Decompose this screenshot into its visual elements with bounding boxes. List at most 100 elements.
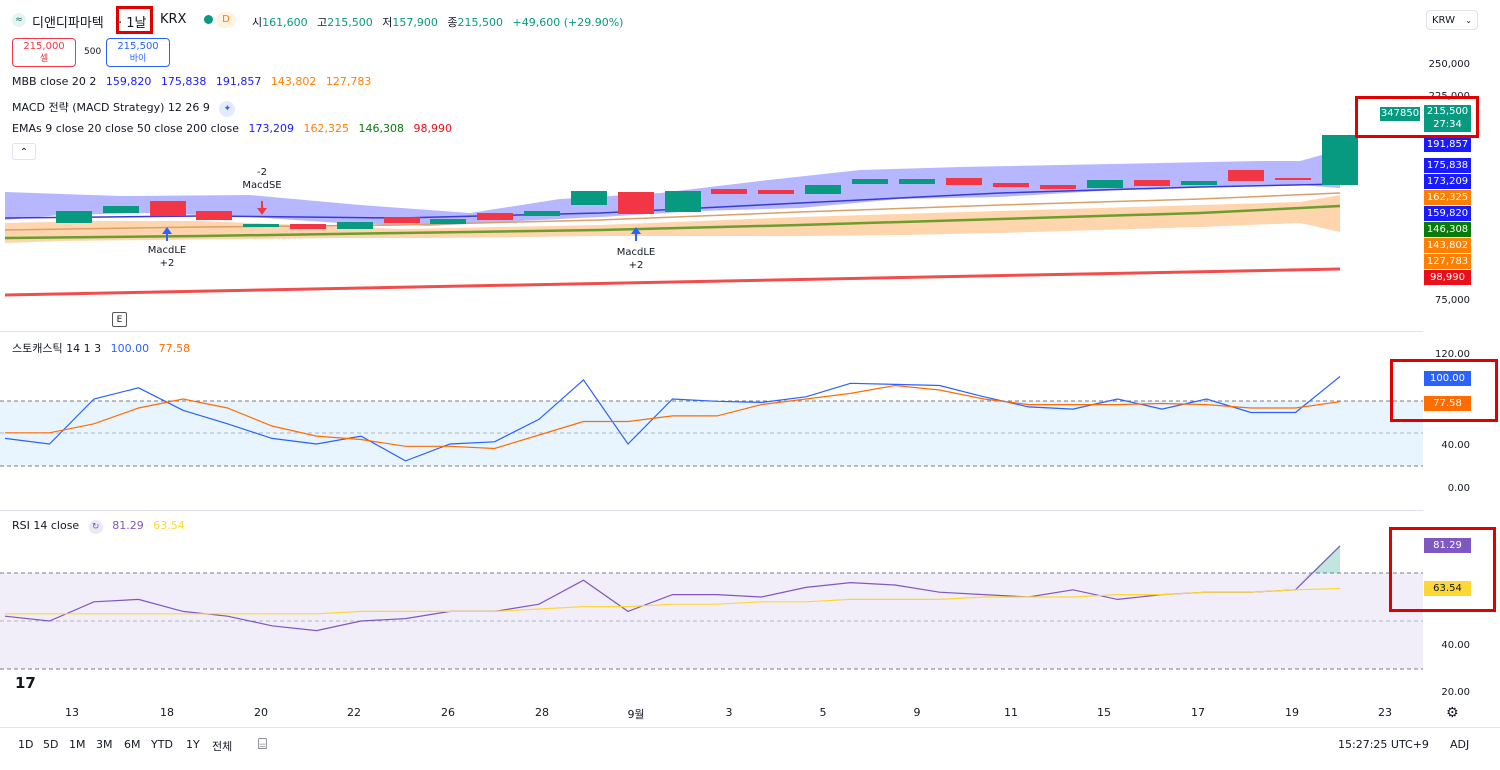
macd-le-arrow-2 <box>631 227 641 234</box>
range-all-button[interactable]: 전체 <box>212 740 233 753</box>
mbb-value-4: 143,802 <box>270 75 317 88</box>
candle <box>430 219 466 224</box>
x-axis-label: 13 <box>65 706 79 719</box>
currency-label: KRW <box>1432 15 1455 26</box>
stoch-k-tag: 100.00 <box>1424 371 1471 386</box>
macd-le-label-2: MacdLE +2 <box>616 247 656 271</box>
candle <box>618 192 654 214</box>
candle <box>243 224 279 227</box>
interval-label[interactable]: · 1날 <box>118 16 147 31</box>
mbb-value-1: 159,820 <box>105 75 152 88</box>
price-tag: 175,838 <box>1424 158 1471 173</box>
x-axis-label: 15 <box>1097 706 1111 719</box>
symbol-name[interactable]: 디앤디파마텍 <box>32 16 104 31</box>
pane-divider[interactable] <box>0 510 1423 511</box>
header-bar: ≈ 디앤디파마텍 · 1날 KRX D 시161,600 고215,500 저1… <box>0 0 1500 36</box>
ohlc-readout: 시161,600 고215,500 저157,900 종215,500 +49,… <box>252 14 623 30</box>
stoch-axis-label: 40.00 <box>1441 440 1470 451</box>
candle <box>384 217 420 223</box>
symbol-logo-icon: ≈ <box>12 13 26 27</box>
clock-time[interactable]: 15:27:25 UTC+9 <box>1338 738 1429 751</box>
d-badge: D <box>216 12 236 28</box>
stoch-legend[interactable]: 스토캐스틱 14 1 3 100.00 77.58 <box>12 340 196 356</box>
close-value: 215,500 <box>457 16 504 29</box>
rsi-legend[interactable]: RSI 14 close ↻ 81.29 63.54 <box>12 519 191 534</box>
mbb-legend[interactable]: MBB close 20 2 159,820 175,838 191,857 1… <box>12 75 377 88</box>
price-tag: 191,857 <box>1424 137 1471 152</box>
settings-gear-icon[interactable]: ⚙ <box>1446 705 1459 721</box>
change-value: +49,600 (+29.90%) <box>512 16 624 29</box>
earnings-badge[interactable]: E <box>112 312 127 327</box>
candle <box>1275 178 1311 180</box>
rsi-chart[interactable] <box>0 511 1423 701</box>
sparkle-icon[interactable]: ✦ <box>219 101 236 117</box>
ema-20-line <box>4 192 1341 231</box>
macd-le-arrow-1 <box>162 227 172 234</box>
chevron-up-icon: ⌃ <box>19 147 29 158</box>
candle <box>524 211 560 216</box>
macd-se-label: -2 MacdSE <box>242 167 282 191</box>
candle <box>56 211 92 223</box>
emas-legend[interactable]: EMAs 9 close 20 close 50 close 200 close… <box>12 122 458 135</box>
last-price-tag: 215,500 27:34 <box>1424 105 1471 132</box>
buy-label: 바이 <box>129 54 147 64</box>
rsi-ma-value: 63.54 <box>153 519 185 532</box>
sell-button[interactable]: 215,000 셀 <box>12 38 76 67</box>
macd-legend[interactable]: MACD 전략 (MACD Strategy) 12 26 9 ✦ <box>12 99 241 117</box>
range-3m-button[interactable]: 3M <box>96 738 113 751</box>
x-axis-label: 11 <box>1004 706 1018 719</box>
tradingview-logo-icon[interactable]: 𝟭𝟳 <box>15 674 36 692</box>
candle <box>758 190 794 194</box>
stochastic-chart[interactable] <box>0 332 1423 510</box>
mbb-value-5: 127,783 <box>325 75 372 88</box>
price-tag: 127,783 <box>1424 254 1471 269</box>
rsi-tag: 81.29 <box>1424 538 1471 553</box>
adj-button[interactable]: ADJ <box>1450 738 1470 751</box>
bollinger-upper-band <box>5 150 1340 226</box>
candle <box>477 213 513 220</box>
price-chart[interactable] <box>0 135 1423 331</box>
date-range-calendar-icon[interactable]: ⌸ <box>258 735 268 753</box>
candle <box>1181 181 1217 185</box>
stoch-d-value: 77.58 <box>158 342 191 355</box>
spread-value: 500 <box>84 47 102 57</box>
candle <box>993 183 1029 187</box>
exchange-label: KRX <box>160 12 187 27</box>
annotation-box-stoch <box>1390 359 1498 422</box>
buy-button[interactable]: 215,500 바이 <box>106 38 170 67</box>
chevron-down-icon: ⌄ <box>1465 16 1472 25</box>
stoch-axis-label: 120.00 <box>1435 349 1470 360</box>
rsi-name: RSI 14 close <box>12 519 80 532</box>
range-5d-button[interactable]: 5D <box>43 738 59 751</box>
refresh-icon[interactable]: ↻ <box>88 520 103 534</box>
x-axis-label: 18 <box>160 706 174 719</box>
range-ytd-button[interactable]: YTD <box>151 738 173 751</box>
sell-label: 셀 <box>39 54 49 64</box>
price-tag: 98,990 <box>1424 270 1471 285</box>
rsi-axis-label: 40.00 <box>1441 640 1470 651</box>
pane-divider[interactable] <box>0 331 1423 332</box>
x-axis-label: 28 <box>535 706 549 719</box>
candle <box>1087 180 1123 188</box>
x-axis-label: 3 <box>725 706 733 719</box>
x-axis-label: 23 <box>1378 706 1392 719</box>
annotation-box-interval <box>116 6 153 34</box>
rsi-line <box>4 545 1341 632</box>
x-axis-label: 26 <box>441 706 455 719</box>
low-value: 157,900 <box>392 16 438 29</box>
candle <box>196 211 232 220</box>
price-tag: 143,802 <box>1424 238 1471 253</box>
range-1d-button[interactable]: 1D <box>18 738 34 751</box>
annotation-box-rsi <box>1389 527 1496 612</box>
x-axis-label: 20 <box>254 706 268 719</box>
range-1m-button[interactable]: 1M <box>69 738 86 751</box>
range-6m-button[interactable]: 6M <box>124 738 141 751</box>
stoch-name: 스토캐스틱 14 1 3 <box>12 342 102 355</box>
stoch-d-line <box>5 384 1341 450</box>
candle <box>1228 170 1264 181</box>
candle <box>150 201 186 216</box>
x-axis-label: 9월 <box>627 708 645 721</box>
currency-select[interactable]: KRW ⌄ <box>1426 10 1478 30</box>
range-1y-button[interactable]: 1Y <box>186 738 200 751</box>
collapse-legend-button[interactable]: ⌃ <box>12 143 36 160</box>
